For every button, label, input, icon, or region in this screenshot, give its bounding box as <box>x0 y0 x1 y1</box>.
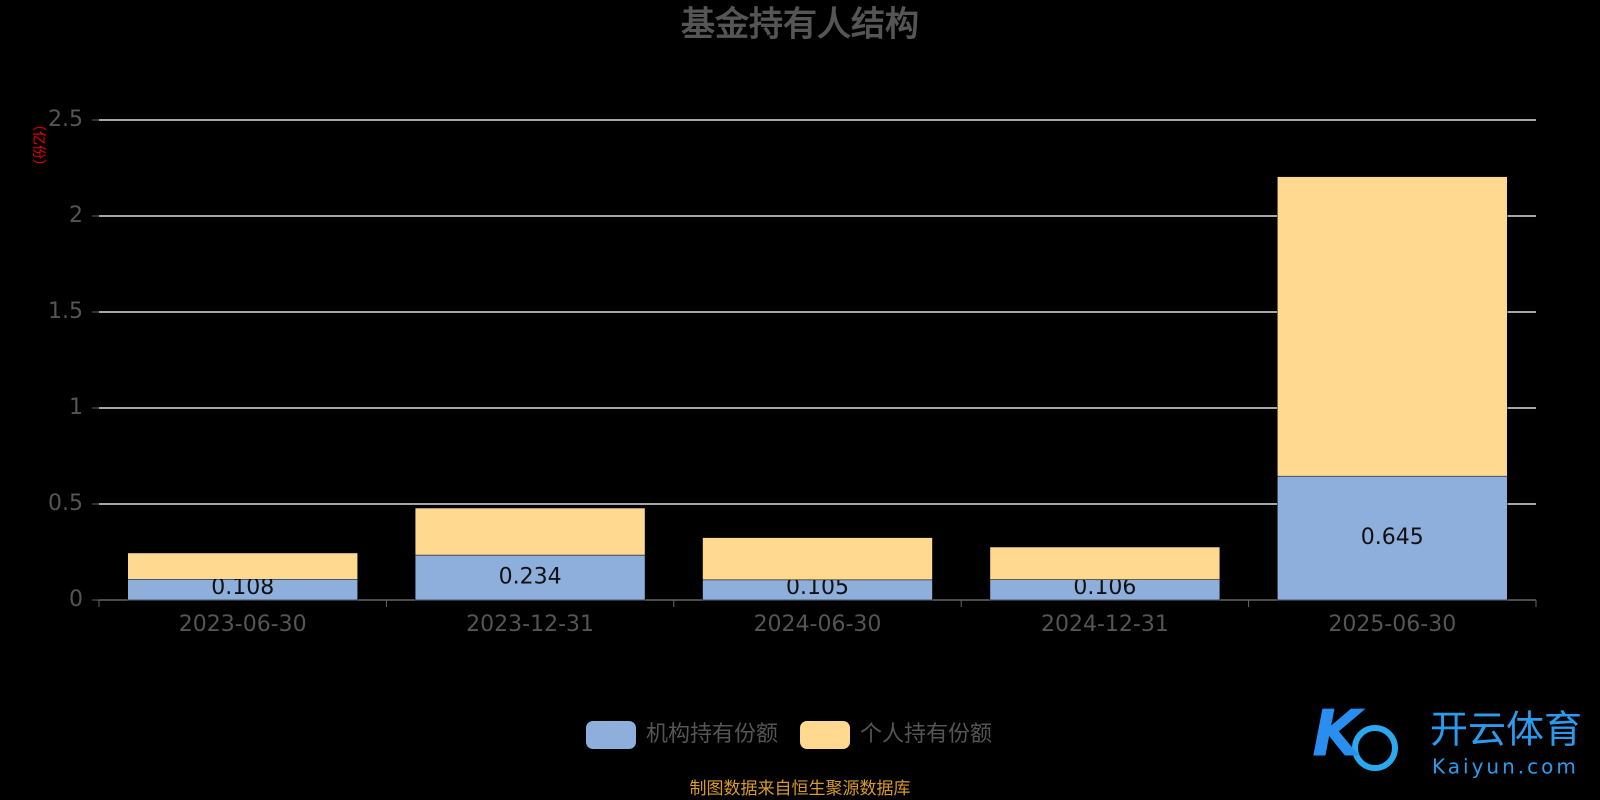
watermark: K 开云体育 Kaiyun.com <box>1312 698 1582 779</box>
y-tick-label: 1 <box>69 395 83 420</box>
bar-segment <box>127 552 358 580</box>
bar-segment <box>1277 475 1508 601</box>
x-tick-label: 2024-12-31 <box>1041 612 1169 637</box>
y-tick-label: 2.5 <box>48 107 83 132</box>
data-label: 0.645 <box>1361 525 1424 550</box>
legend-swatch <box>800 721 851 749</box>
watermark-brand: 开云体育 <box>1430 708 1582 752</box>
source-note: 制图数据来自恒生聚源数据库 <box>690 779 911 799</box>
legend-label: 机构持有份额 <box>646 722 778 747</box>
watermark-logo-k: K <box>1312 698 1366 772</box>
bar-segment <box>702 537 933 581</box>
data-label: 0.234 <box>499 565 562 590</box>
x-tick-label: 2023-06-30 <box>179 612 307 637</box>
bar-segment <box>414 554 646 601</box>
bar-segment <box>989 546 1221 580</box>
y-tick-label: 0.5 <box>48 491 83 516</box>
watermark-site: Kaiyun.com <box>1432 755 1579 779</box>
y-tick-label: 1.5 <box>48 299 83 324</box>
bar-segment <box>414 507 646 556</box>
x-tick-label: 2025-06-30 <box>1328 612 1456 637</box>
chart-title: 基金持有人结构 <box>681 5 919 45</box>
y-unit: （亿份） <box>30 117 46 173</box>
y-tick-label: 2 <box>69 203 83 228</box>
x-tick-label: 2024-06-30 <box>754 612 882 637</box>
legend: 机构持有份额 个人持有份额 <box>586 721 992 749</box>
x-tick-label: 2023-12-31 <box>466 612 594 637</box>
watermark-logo <box>1352 725 1398 771</box>
bar-segment <box>1277 176 1508 477</box>
y-tick-label: 0 <box>69 587 83 612</box>
legend-swatch <box>586 721 636 749</box>
legend-label: 个人持有份额 <box>860 722 992 747</box>
